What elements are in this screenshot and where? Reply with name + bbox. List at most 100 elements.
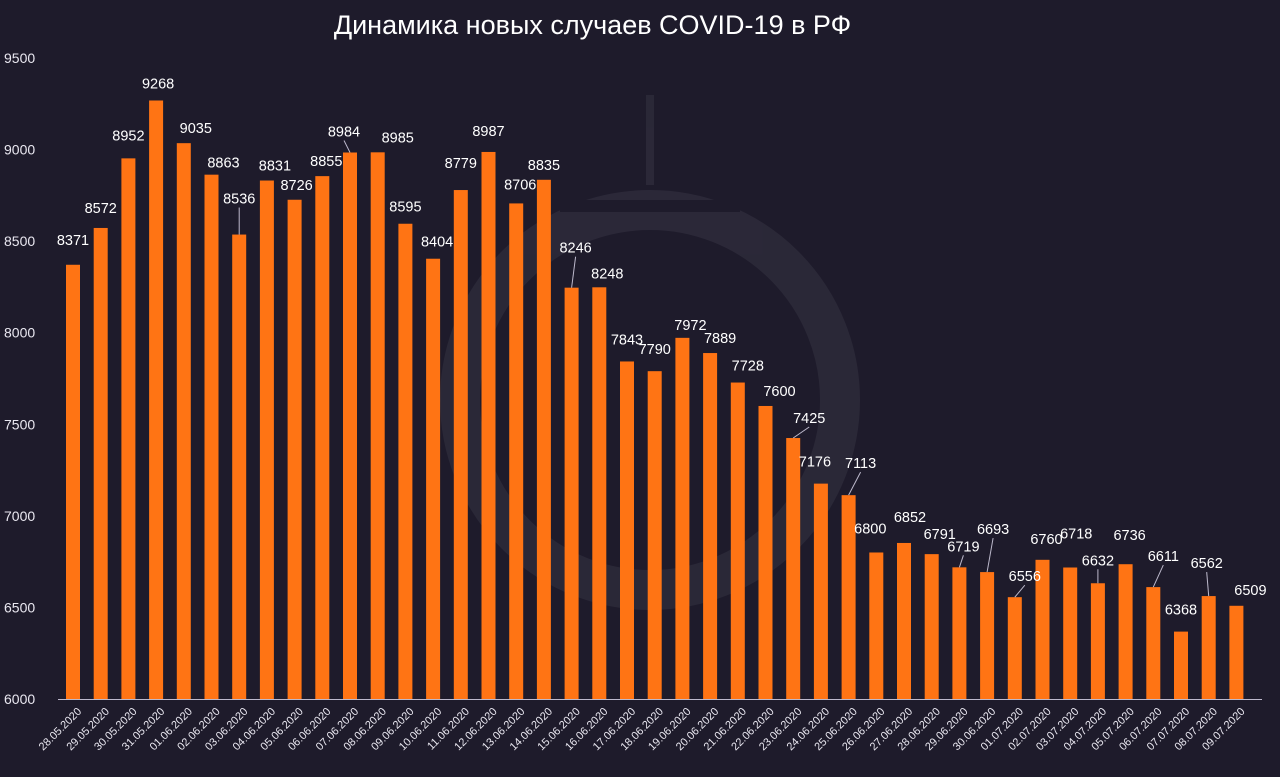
- bar: [1035, 559, 1050, 699]
- bar: [952, 567, 967, 699]
- leader-line: [343, 140, 351, 153]
- bar: [93, 227, 108, 699]
- y-tick-label: 7000: [4, 508, 35, 524]
- data-label: 8831: [259, 159, 291, 175]
- data-label: 6562: [1191, 556, 1223, 572]
- bar: [841, 495, 856, 699]
- bar: [259, 180, 274, 699]
- data-label: 6632: [1082, 553, 1114, 569]
- bar: [1146, 587, 1161, 699]
- bar: [1118, 564, 1133, 699]
- bar: [730, 382, 745, 699]
- data-label: 8863: [207, 156, 239, 172]
- bar: [536, 179, 551, 700]
- bar: [897, 542, 911, 699]
- y-tick-label: 7500: [4, 416, 35, 432]
- data-label: 8404: [421, 235, 453, 251]
- bar: [869, 552, 884, 699]
- bar: [620, 361, 634, 699]
- bar: [1063, 567, 1078, 699]
- bar: [315, 176, 330, 699]
- leader-line: [986, 537, 994, 573]
- data-label: 7843: [611, 332, 643, 348]
- bar: [453, 190, 468, 699]
- data-label: 6509: [1234, 583, 1266, 599]
- data-label: 8706: [504, 177, 536, 193]
- data-label: 7600: [763, 384, 795, 400]
- data-labels: 8371 8572 8952 9268 9035 8863 8536 8831 8726 8855…: [57, 76, 1267, 618]
- bar: [758, 405, 773, 699]
- data-label: 7790: [639, 342, 671, 358]
- bar: [1007, 597, 1022, 699]
- bar: [1229, 605, 1244, 699]
- leader-line: [1206, 572, 1210, 597]
- y-tick-label: 8000: [4, 325, 35, 341]
- data-label: 8371: [57, 233, 89, 249]
- bar: [121, 158, 136, 699]
- bar: [980, 572, 995, 699]
- leader-line: [1014, 584, 1026, 598]
- data-label: 8248: [591, 266, 623, 282]
- data-label: 8536: [223, 192, 255, 208]
- bar: [232, 234, 247, 699]
- data-label: 6693: [977, 522, 1009, 538]
- data-label: 8726: [280, 178, 312, 194]
- data-label: 6718: [1060, 527, 1092, 543]
- data-label: 8779: [445, 156, 477, 172]
- data-label: 8984: [328, 125, 360, 141]
- data-label: 8952: [112, 128, 144, 144]
- data-label: 7113: [845, 456, 876, 472]
- leader-line: [571, 256, 577, 288]
- data-label: 8595: [389, 200, 421, 216]
- leader-line: [1152, 564, 1164, 588]
- data-label: 6719: [947, 539, 979, 555]
- data-label: 6736: [1113, 528, 1145, 544]
- bar: [481, 151, 496, 700]
- data-label: 6760: [1030, 532, 1062, 548]
- bar: [66, 264, 80, 699]
- chart-title: Динамика новых случаев COVID-19 в РФ: [333, 10, 852, 40]
- data-label: 6611: [1148, 549, 1179, 565]
- bar: [703, 353, 718, 699]
- bar: [287, 199, 302, 700]
- bars: [66, 100, 1244, 700]
- x-axis: 28.05.202029.05.202030.05.202031.05.2020…: [37, 699, 1262, 753]
- bar: [1090, 583, 1105, 699]
- y-tick-label: 6500: [4, 599, 35, 615]
- leader-line: [848, 471, 862, 496]
- bar: [592, 287, 607, 699]
- data-label: 8855: [310, 154, 342, 170]
- data-label: 6556: [1009, 569, 1041, 585]
- data-label: 7425: [793, 411, 825, 427]
- bar: [509, 203, 524, 699]
- data-label: 8835: [528, 158, 560, 174]
- bar: [398, 223, 413, 699]
- y-tick-label: 8500: [4, 233, 35, 249]
- data-label: 6800: [854, 521, 886, 537]
- y-tick-label: 9000: [4, 142, 35, 158]
- y-tick-label: 9500: [4, 50, 35, 66]
- y-axis: 6000 6500 7000 7500 8000 8500 9000 9500: [4, 50, 35, 707]
- data-label: 8246: [559, 241, 591, 257]
- bar: [426, 258, 441, 699]
- data-label: 7176: [799, 455, 831, 471]
- bar: [786, 438, 801, 699]
- data-label: 7889: [704, 331, 736, 347]
- bar: [647, 371, 662, 699]
- data-label: 8572: [85, 201, 117, 217]
- data-label: 7972: [674, 318, 706, 334]
- data-label: 6852: [894, 510, 926, 526]
- data-label: 7728: [732, 359, 764, 375]
- leader-line: [792, 426, 810, 439]
- bar: [149, 100, 164, 700]
- data-label: 8985: [382, 130, 414, 146]
- bar: [924, 554, 939, 699]
- data-label: 6368: [1165, 603, 1197, 619]
- bar: [813, 483, 828, 699]
- data-label: 9268: [142, 76, 174, 92]
- bar: [1174, 631, 1188, 699]
- bar: [1201, 596, 1216, 699]
- data-label: 6791: [924, 527, 956, 543]
- label-leader-lines: [238, 140, 1210, 598]
